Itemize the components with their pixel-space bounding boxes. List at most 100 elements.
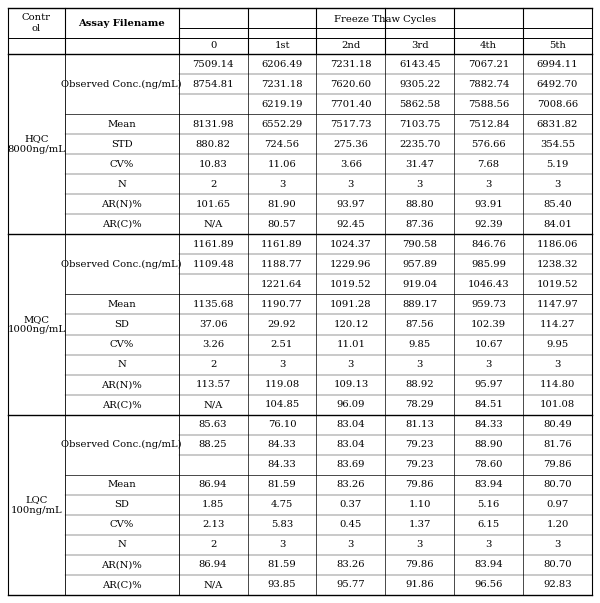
Text: 29.92: 29.92 [268, 320, 296, 329]
Text: 84.01: 84.01 [543, 220, 572, 229]
Text: 101.65: 101.65 [196, 200, 230, 209]
Text: 1229.96: 1229.96 [330, 260, 371, 269]
Text: 88.90: 88.90 [475, 440, 503, 449]
Text: 37.06: 37.06 [199, 320, 227, 329]
Text: 6831.82: 6831.82 [537, 119, 578, 128]
Text: 275.36: 275.36 [334, 140, 368, 149]
Text: 114.27: 114.27 [540, 320, 575, 329]
Text: 6552.29: 6552.29 [262, 119, 302, 128]
Text: 1161.89: 1161.89 [261, 240, 303, 249]
Text: 1188.77: 1188.77 [261, 260, 303, 269]
Text: 3: 3 [485, 360, 492, 369]
Text: 81.76: 81.76 [543, 440, 572, 449]
Text: 87.36: 87.36 [406, 220, 434, 229]
Text: 3: 3 [485, 540, 492, 549]
Text: 93.91: 93.91 [474, 200, 503, 209]
Text: 80.57: 80.57 [268, 220, 296, 229]
Text: 91.86: 91.86 [406, 581, 434, 590]
Text: 96.56: 96.56 [475, 581, 503, 590]
Text: 80.70: 80.70 [543, 560, 572, 569]
Text: AR(N)%: AR(N)% [101, 200, 142, 209]
Text: 919.04: 919.04 [402, 280, 437, 289]
Text: 880.82: 880.82 [196, 140, 230, 149]
Text: 83.04: 83.04 [337, 440, 365, 449]
Text: N/A: N/A [203, 400, 223, 409]
Text: 7882.74: 7882.74 [468, 80, 509, 89]
Text: 7.68: 7.68 [478, 160, 500, 169]
Text: 79.86: 79.86 [406, 560, 434, 569]
Text: 1.10: 1.10 [409, 500, 431, 510]
Text: 119.08: 119.08 [265, 380, 299, 389]
Text: 0.37: 0.37 [340, 500, 362, 510]
Text: 1135.68: 1135.68 [193, 300, 234, 309]
Text: 10.67: 10.67 [475, 340, 503, 349]
Text: 92.83: 92.83 [543, 581, 572, 590]
Text: 88.92: 88.92 [406, 380, 434, 389]
Text: 7588.56: 7588.56 [468, 99, 509, 109]
Text: STD: STD [111, 140, 133, 149]
Text: 95.97: 95.97 [475, 380, 503, 389]
Text: 86.94: 86.94 [199, 560, 227, 569]
Text: 9.85: 9.85 [409, 340, 431, 349]
Text: 3: 3 [279, 540, 285, 549]
Text: 0.97: 0.97 [547, 500, 569, 510]
Text: 5.16: 5.16 [478, 500, 500, 510]
Text: 6206.49: 6206.49 [262, 60, 302, 69]
Text: 3: 3 [416, 540, 423, 549]
Text: N/A: N/A [203, 220, 223, 229]
Text: 81.59: 81.59 [268, 481, 296, 489]
Text: Mean: Mean [107, 300, 136, 309]
Text: 79.86: 79.86 [406, 481, 434, 489]
Text: 7067.21: 7067.21 [468, 60, 509, 69]
Text: 985.99: 985.99 [471, 260, 506, 269]
Text: 3: 3 [347, 540, 354, 549]
Text: AR(C)%: AR(C)% [102, 581, 142, 590]
Text: 5862.58: 5862.58 [399, 99, 440, 109]
Text: N: N [118, 180, 126, 189]
Text: N: N [118, 360, 126, 369]
Text: 79.86: 79.86 [544, 460, 572, 469]
Text: 102.39: 102.39 [471, 320, 506, 329]
Text: 957.89: 957.89 [402, 260, 437, 269]
Text: 83.94: 83.94 [474, 481, 503, 489]
Text: 2: 2 [210, 360, 216, 369]
Text: 2.51: 2.51 [271, 340, 293, 349]
Text: 3.66: 3.66 [340, 160, 362, 169]
Text: 6492.70: 6492.70 [537, 80, 578, 89]
Text: AR(N)%: AR(N)% [101, 380, 142, 389]
Text: 6.15: 6.15 [478, 520, 500, 529]
Text: 7231.18: 7231.18 [330, 60, 371, 69]
Text: 2nd: 2nd [341, 42, 361, 51]
Text: 7008.66: 7008.66 [537, 99, 578, 109]
Text: 8754.81: 8754.81 [192, 80, 234, 89]
Text: SD: SD [115, 320, 129, 329]
Text: 84.33: 84.33 [474, 420, 503, 429]
Text: 88.25: 88.25 [199, 440, 227, 449]
Text: 2.13: 2.13 [202, 520, 224, 529]
Text: 3: 3 [554, 180, 561, 189]
Text: 7103.75: 7103.75 [399, 119, 440, 128]
Text: 724.56: 724.56 [265, 140, 299, 149]
Text: 7701.40: 7701.40 [330, 99, 371, 109]
Text: 790.58: 790.58 [402, 240, 437, 249]
Text: 1.20: 1.20 [547, 520, 569, 529]
Text: 84.33: 84.33 [268, 460, 296, 469]
Text: 86.94: 86.94 [199, 481, 227, 489]
Text: 6219.19: 6219.19 [261, 99, 303, 109]
Text: 1019.52: 1019.52 [537, 280, 578, 289]
Text: 8131.98: 8131.98 [192, 119, 234, 128]
Text: 1046.43: 1046.43 [468, 280, 509, 289]
Text: 96.09: 96.09 [337, 400, 365, 409]
Text: 83.26: 83.26 [337, 481, 365, 489]
Text: 3: 3 [279, 360, 285, 369]
Text: Mean: Mean [107, 119, 136, 128]
Text: 6994.11: 6994.11 [537, 60, 578, 69]
Text: 1091.28: 1091.28 [330, 300, 371, 309]
Text: 92.45: 92.45 [337, 220, 365, 229]
Text: 93.85: 93.85 [268, 581, 296, 590]
Text: 2: 2 [210, 180, 216, 189]
Text: 846.76: 846.76 [471, 240, 506, 249]
Text: Assay Filename: Assay Filename [79, 19, 165, 28]
Text: CV%: CV% [110, 340, 134, 349]
Text: 7509.14: 7509.14 [192, 60, 234, 69]
